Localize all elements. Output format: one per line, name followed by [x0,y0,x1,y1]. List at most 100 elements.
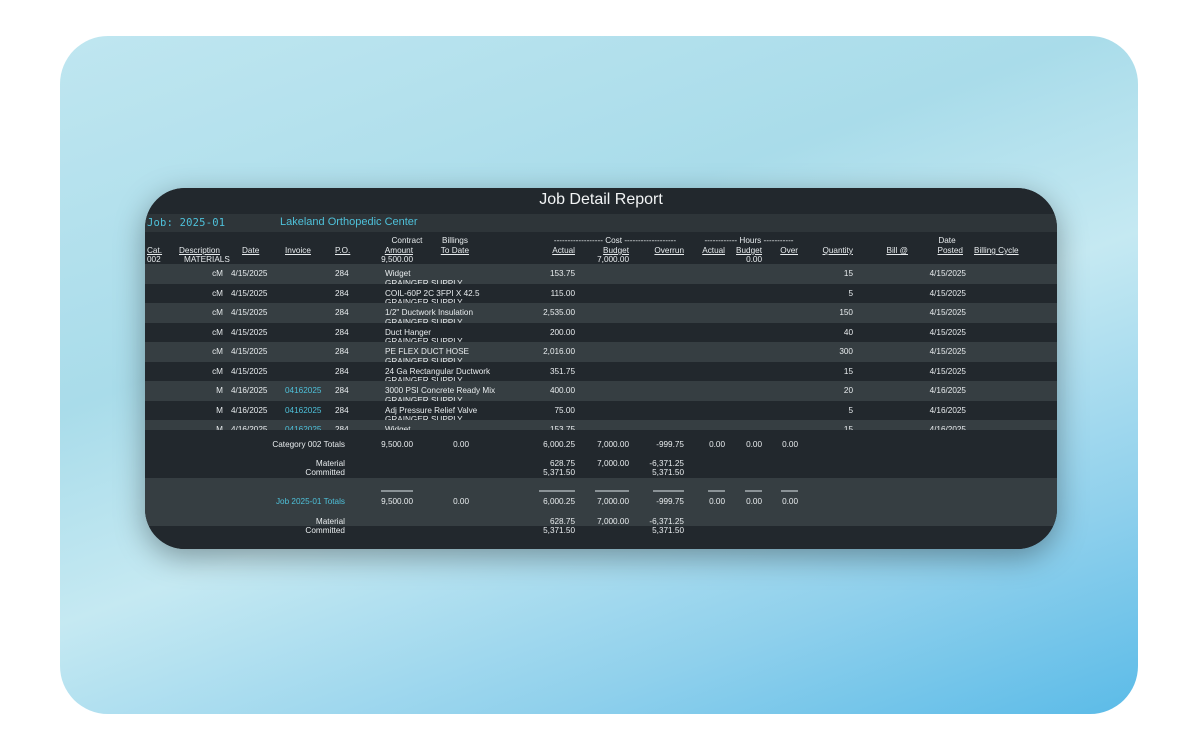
column-header-band: Contract Billings ------------------ Cos… [145,232,1057,264]
job-totals-overrun: -999.75 [656,497,684,506]
row-vendor: GRAINGER SUPPLY [385,415,463,425]
row-date-posted: 4/15/2025 [929,347,966,356]
row-date-posted: 4/15/2025 [929,366,966,376]
job-totals-budget: 7,000.00 [597,497,629,506]
job-committed-overrun: 5,371.50 [652,526,684,535]
table-row[interactable]: cM 4/15/2025 284 Duct Hanger 200.00 40 4/15/20… [145,322,1057,346]
header-description[interactable]: Description [179,246,220,255]
category-material-budget: 7,000.00 [597,459,629,468]
row-description: COIL-60P 2C 3FPI X 42.5 [385,288,480,298]
category-totals-hours-budget: 0.00 [746,440,762,449]
row-invoice[interactable]: 04162025 [285,425,321,435]
row-vendor: GRAINGER SUPPLY [385,298,463,308]
table-row[interactable]: cM 4/15/2025 284 1/2" Ductwork Insulation 2,… [145,303,1057,327]
row-po: 284 [335,366,349,376]
header-hours-over[interactable]: Over [780,246,798,255]
row-quantity: 5 [848,288,853,298]
table-row[interactable]: cM 4/15/2025 284 Widget 153.75 15 4/15/2025 GRA… [145,264,1057,288]
row-vendor: GRAINGER SUPPLY [385,337,463,347]
category-committed-label: Committed [305,468,345,477]
header-invoice[interactable]: Invoice [285,246,311,255]
header-hours-budget[interactable]: Budget [736,246,762,255]
header-cat[interactable]: Cat. [147,246,163,255]
row-cost-actual: 400.00 [549,386,575,395]
row-invoice[interactable]: 04162025 [285,405,322,415]
row-cost-actual: 200.00 [549,327,575,337]
row-vendor: GRAINGER SUPPLY [385,279,463,289]
row-date-posted: 4/16/2025 [929,405,966,415]
row-description: Widget [385,425,410,435]
total-rule [381,490,413,492]
row-cost-actual: 115.00 [550,288,575,298]
category-totals-overrun: -999.75 [656,440,684,449]
row-cost-actual: 75.00 [554,405,576,415]
job-totals-contract: 9,500.00 [381,497,413,506]
header-bill-at[interactable]: Bill @ [886,246,908,255]
category-code: 002 [147,255,161,264]
header-cost-budget[interactable]: Budget [603,246,629,255]
header-contract[interactable]: Amount [384,246,413,255]
row-quantity: 15 [843,366,853,376]
header-date-posted[interactable]: Posted [937,246,964,255]
row-description: Duct Hanger [385,327,431,337]
header-hours-actual[interactable]: Actual [702,246,725,255]
category-totals-billings: 0.00 [453,440,469,449]
row-date: 4/15/2025 [231,366,268,376]
row-quantity: 5 [848,405,853,415]
row-invoice[interactable]: 04162025 [285,386,322,395]
row-cost-actual: 153.75 [525,425,575,435]
total-rule [539,490,575,492]
category-totals-hours-over: 0.00 [782,440,798,449]
table-row[interactable]: M 4/16/2025 04162025 284 3000 PSI Concrete R… [145,381,1057,405]
category-committed-actual: 5,371.50 [543,468,575,477]
job-name[interactable]: Lakeland Orthopedic Center [280,216,418,228]
row-description: PE FLEX DUCT HOSE [385,347,470,356]
row-type: cM [212,347,223,356]
row-date: 4/16/2025 [231,405,268,415]
header-date[interactable]: Date [242,246,260,255]
category-totals-band: Category 002 Totals 9,500.00 0.00 6,000.… [145,430,1057,478]
category-hours-budget: 0.00 [746,255,762,264]
header-billings[interactable]: To Date [440,246,469,255]
row-type: M [185,425,223,435]
row-description: 24 Ga Rectangular Ductwork [385,366,491,376]
row-po: 284 [335,288,349,298]
row-description: Widget [385,269,411,278]
job-material-actual: 628.75 [549,517,575,526]
row-po: 284 [335,425,349,435]
table-row[interactable]: cM 4/15/2025 284 COIL-60P 2C 3FPI X 42.5 115… [145,283,1057,307]
job-totals-hours-budget: 0.00 [746,497,762,506]
row-vendor: GRAINGER SUPPLY [385,318,463,328]
job-number[interactable]: Job: 2025-01 [147,217,226,229]
row-date: 4/15/2025 [231,288,268,298]
row-date-posted: 4/15/2025 [929,308,966,317]
header-date-posted-top: Date [938,236,956,245]
total-rule [781,490,798,492]
row-date-posted: 4/15/2025 [929,288,966,298]
row-quantity: 150 [839,308,853,317]
table-row[interactable]: M 4/16/2025 04162025 284 Adj Pressure Relief… [145,400,1057,424]
header-quantity[interactable]: Quantity [822,246,854,255]
header-contract-top: Contract [391,236,423,245]
row-date-posted: 4/15/2025 [929,269,966,278]
row-quantity: 300 [839,347,853,356]
header-cost-actual[interactable]: Actual [552,246,575,255]
header-hours-group: ------------ Hours ----------- [704,236,794,245]
header-cost-overrun[interactable]: Overrun [654,246,684,255]
row-description: 3000 PSI Concrete Ready Mix [385,386,496,395]
category-material-actual: 628.75 [549,459,575,468]
category-committed-overrun: 5,371.50 [652,468,684,477]
row-type: cM [212,288,223,298]
job-committed-label: Committed [305,526,345,535]
table-row[interactable]: cM 4/15/2025 284 PE FLEX DUCT HOSE 2,016.00 3… [145,342,1057,366]
row-vendor: GRAINGER SUPPLY [385,357,463,367]
row-po: 284 [335,386,349,395]
row-po: 284 [335,327,349,337]
header-billing-cycle[interactable]: Billing Cycle [974,246,1019,255]
row-po: 284 [335,308,349,317]
row-po: 284 [335,347,349,356]
report-title: Job Detail Report [145,188,1057,214]
table-row[interactable]: cM 4/15/2025 284 24 Ga Rectangular Ductwork… [145,361,1057,385]
job-totals-label[interactable]: Job 2025-01 Totals [275,497,345,506]
header-po[interactable]: P.O. [335,246,351,255]
